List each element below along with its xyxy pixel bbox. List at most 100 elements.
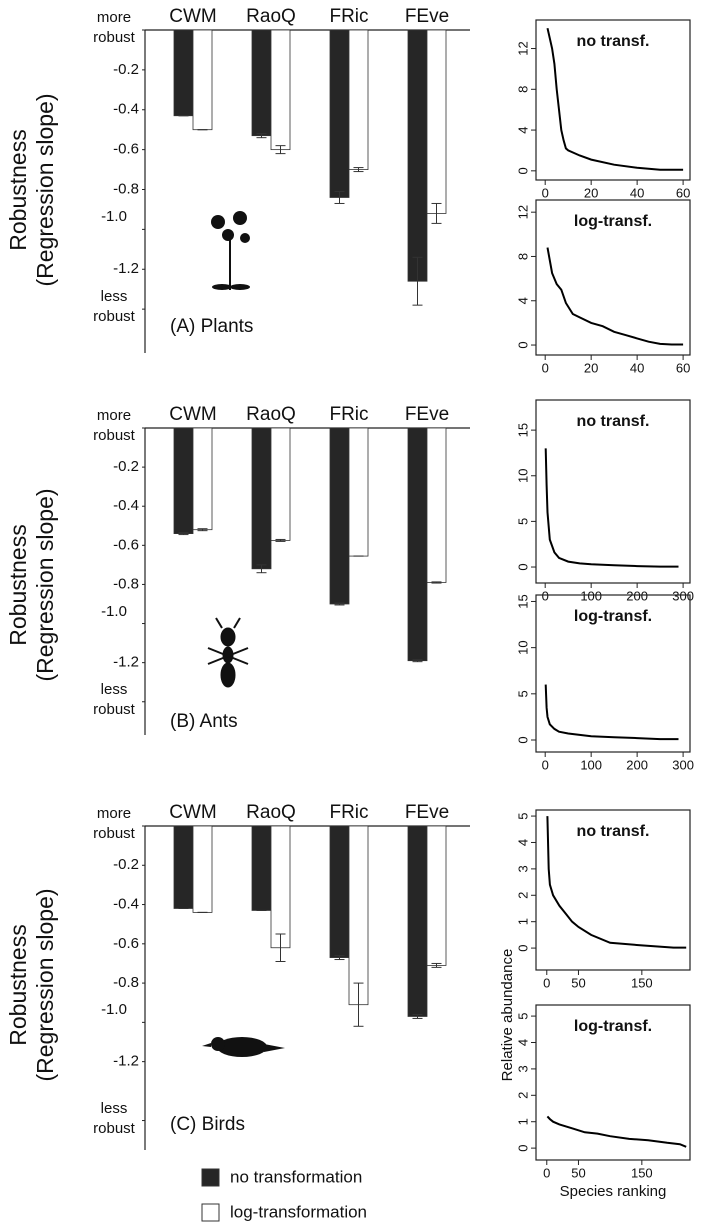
x-tick-label: 200 <box>626 757 648 772</box>
category-label: RaoQ <box>246 6 296 27</box>
bar <box>407 427 428 662</box>
y-tick-label: -1.0 <box>101 208 127 225</box>
bar <box>173 29 194 117</box>
y-tick-label: -0.8 <box>113 974 139 991</box>
category-label: FEve <box>405 802 449 823</box>
x-tick-label: 60 <box>676 185 690 200</box>
y-axis-label: (Regression slope) <box>32 488 58 681</box>
abundance-curve <box>546 247 684 346</box>
bar <box>348 825 369 1006</box>
error-bar <box>275 933 286 962</box>
y-tick-label: -0.6 <box>113 536 139 553</box>
x-tick-label: 50 <box>571 1165 585 1180</box>
bar <box>426 427 447 583</box>
y-tick-label: 2 <box>515 1092 530 1099</box>
y-tick-label: -1.2 <box>113 1053 139 1070</box>
y-tick-label: -1.2 <box>113 260 139 277</box>
bird-icon <box>202 1037 285 1057</box>
category-label: RaoQ <box>246 802 296 823</box>
y-tick-label: 0 <box>515 736 530 743</box>
category-label: RaoQ <box>246 404 296 425</box>
x-tick-label: 20 <box>584 360 598 375</box>
abundance-curve <box>546 1115 687 1148</box>
category-label: CWM <box>169 802 216 823</box>
y-axis-label: Relative abundance <box>499 949 516 1082</box>
x-tick-label: 100 <box>580 757 602 772</box>
error-bar <box>412 1014 423 1019</box>
error-bar <box>334 191 345 204</box>
plant-icon <box>211 211 250 290</box>
y-tick-label: 0 <box>515 563 530 570</box>
y-tick-label: 0 <box>515 1145 530 1152</box>
plot-frame <box>535 594 691 753</box>
plot-title: log-transf. <box>574 1018 652 1035</box>
x-tick-label: 60 <box>676 360 690 375</box>
y-tick-label-text: -1.0 <box>101 602 127 620</box>
error-bar <box>431 202 442 224</box>
y-tick-label: less robust <box>93 288 135 325</box>
y-tick-label: -0.2 <box>113 458 139 475</box>
y-tick-label: 8 <box>515 253 530 260</box>
y-tick-label: -0.6 <box>113 935 139 952</box>
x-tick-label: 150 <box>631 975 653 990</box>
category-label: FRic <box>329 404 368 425</box>
y-tick-label: 3 <box>515 1065 530 1072</box>
x-tick-label: 150 <box>631 1165 653 1180</box>
panel-label: (B) Ants <box>170 711 238 732</box>
bar <box>348 29 369 170</box>
category-label: CWM <box>169 404 216 425</box>
y-tick-label: 10 <box>515 469 530 483</box>
y-tick-label: -0.4 <box>113 101 139 118</box>
bar <box>329 825 350 958</box>
y-tick-label: more robust <box>93 407 135 444</box>
bar <box>270 825 291 949</box>
y-tick-label: less robust <box>93 680 135 718</box>
y-tick-label: 4 <box>515 839 530 846</box>
legend-swatch <box>201 1168 220 1187</box>
bar <box>173 427 194 534</box>
y-tick-label-text: more robust <box>93 9 135 46</box>
y-tick-label-text: -1.0 <box>101 1001 127 1019</box>
panel-label: (A) Plants <box>170 316 253 337</box>
bar <box>407 29 428 282</box>
error-bar <box>353 982 364 1027</box>
bar <box>173 825 194 909</box>
bar <box>348 427 369 557</box>
y-tick-label: 5 <box>515 1012 530 1019</box>
y-tick-label: -1.0 <box>101 602 127 620</box>
y-tick-label: -0.8 <box>113 575 139 592</box>
y-tick-label: 3 <box>515 865 530 872</box>
x-tick-label: 40 <box>630 185 644 200</box>
y-tick-label: -0.4 <box>113 896 139 913</box>
bar <box>329 427 350 605</box>
y-tick-label: 5 <box>515 690 530 697</box>
error-bar <box>178 532 189 536</box>
y-tick-label: 1 <box>515 1118 530 1125</box>
plot-title: log-transf. <box>574 608 652 625</box>
y-tick-label-text: more robust <box>93 407 135 444</box>
y-tick-label: 2 <box>515 892 530 899</box>
y-tick-label: 5 <box>515 812 530 819</box>
y-tick-label: -0.2 <box>113 61 139 78</box>
bar <box>426 29 447 214</box>
abundance-curve <box>546 27 684 171</box>
y-tick-label-text: less robust <box>93 1099 135 1137</box>
category-label: FRic <box>329 802 368 823</box>
y-tick-label-text: less robust <box>93 680 135 718</box>
y-tick-label: more robust <box>93 9 135 46</box>
abundance-curve <box>544 448 679 568</box>
x-axis-label: Species ranking <box>560 1183 667 1200</box>
x-tick-label: 300 <box>672 588 694 603</box>
bar <box>192 427 213 531</box>
bar <box>251 825 272 911</box>
y-tick-label: -0.6 <box>113 141 139 158</box>
y-tick-label: -0.2 <box>113 856 139 873</box>
panel-label: (C) Birds <box>170 1114 245 1135</box>
x-tick-label: 0 <box>543 1165 550 1180</box>
y-tick-label: 4 <box>515 126 530 133</box>
y-tick-label: 0 <box>515 944 530 951</box>
y-tick-label: 1 <box>515 918 530 925</box>
y-axis-label: (Regression slope) <box>32 93 58 286</box>
error-bar <box>334 602 345 606</box>
plot-frame <box>535 809 691 971</box>
